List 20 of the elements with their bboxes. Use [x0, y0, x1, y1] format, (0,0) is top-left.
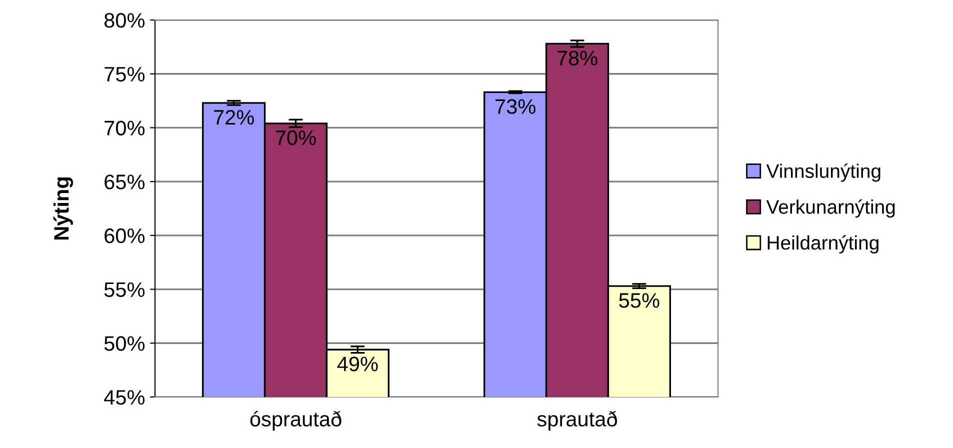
y-tick-label: 65% — [104, 174, 145, 190]
x-tick-label: ósprautað — [250, 410, 342, 431]
y-tick-label: 45% — [104, 390, 145, 405]
data-label: 78% — [557, 50, 598, 66]
legend-label: Vinnslunýting — [766, 163, 880, 182]
data-label: 49% — [337, 356, 378, 372]
y-tick-label: 75% — [104, 66, 145, 82]
y-tick-label: 80% — [104, 13, 145, 28]
y-axis-title: Nýting — [53, 177, 74, 240]
data-label: 55% — [619, 293, 660, 308]
data-label: 72% — [214, 110, 254, 125]
y-tick-label: 50% — [104, 336, 145, 351]
legend-label: Heildarnýting — [768, 235, 878, 254]
legend-label: Verkunarnýting — [766, 199, 895, 218]
y-tick-label: 55% — [104, 282, 145, 298]
data-label: 70% — [276, 130, 316, 146]
y-tick-label: 70% — [104, 120, 145, 136]
y-tick-label: 60% — [104, 228, 145, 244]
data-label: 73% — [496, 99, 536, 114]
x-tick-label: sprautað — [537, 410, 618, 431]
